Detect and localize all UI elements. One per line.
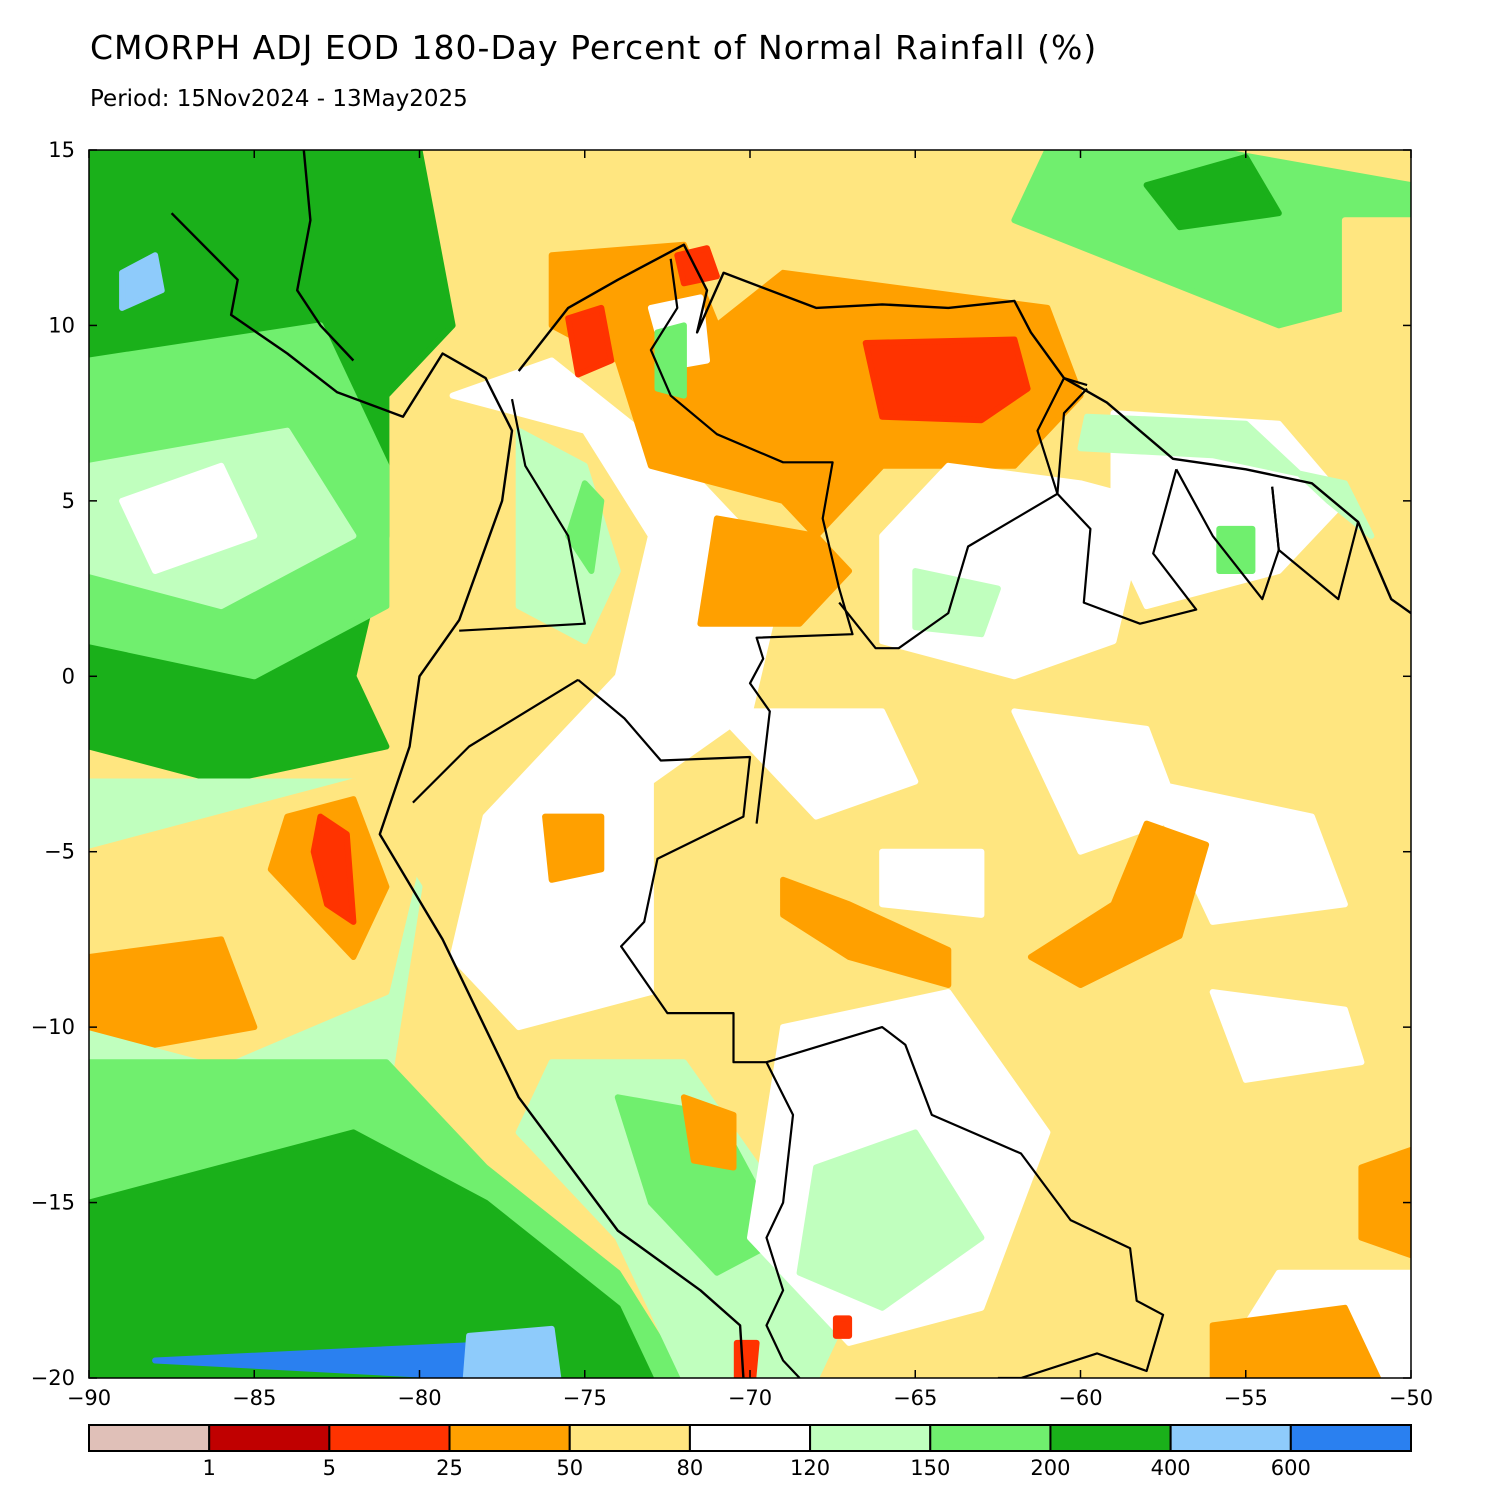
rainfall-region [1358,1146,1411,1259]
rainfall-region [152,1339,555,1378]
country-border [838,377,1088,650]
rainfall-region [89,936,258,1048]
rainfall-region [654,322,687,399]
rainfall-region [565,480,605,574]
y-tick-label: −10 [31,1015,75,1039]
colorbar-swatch [809,1424,932,1452]
colorbar-swatch [448,1424,571,1452]
colorbar-swatch [568,1424,691,1452]
coastline [296,150,355,362]
chart-title: CMORPH ADJ EOD 180-Day Percent of Normal… [90,28,1098,67]
colorbar: 1 5 25 50 80 120 150 200 400 600 [88,1424,1413,1480]
country-border [1056,387,1198,625]
rainfall-region [462,1325,562,1378]
rainfall-region [1209,989,1365,1083]
x-tick-label: −80 [397,1386,441,1410]
colorbar-swatch [688,1424,812,1452]
colorbar-swatch [328,1424,451,1452]
rainfall-region [862,336,1031,424]
colorbar-swatch [88,1424,211,1452]
rainfall-region [733,1339,760,1378]
colorbar-swatch [929,1424,1052,1452]
colorbar-swatch [1169,1424,1292,1452]
colorbar-label: 80 [677,1456,704,1480]
rainfall-region [310,813,357,925]
colorbar-label: 600 [1271,1456,1311,1480]
colorbar-label: 1 [202,1456,215,1480]
colorbar-label: 150 [910,1456,950,1480]
x-tick-label: −65 [893,1386,937,1410]
x-tick-label: −50 [1389,1386,1433,1410]
rainfall-region [565,304,615,378]
rainfall-region [1209,1304,1381,1378]
country-border [459,398,586,632]
rainfall-region [1341,217,1411,364]
rainfall-region [119,462,258,574]
rainfall-region [879,848,985,918]
y-tick-label: −15 [31,1191,75,1215]
rainfall-region [1216,525,1256,574]
x-tick-label: −85 [232,1386,276,1410]
rainfall-region [542,813,605,883]
map-axes: −90 −85 −80 −75 −70 −65 −60 −55 −50 15 10 5 0 −5 −10 −1… [31,138,1433,1410]
country-border [577,678,801,1378]
coastline [170,212,745,1378]
rainfall-region [1027,820,1210,988]
x-tick-label: −70 [728,1386,772,1410]
rainfall-region [449,357,787,1031]
chart-subtitle: Period: 15Nov2024 - 13May2025 [90,86,468,112]
country-border [766,1025,1165,1378]
colorbar-label: 120 [790,1456,830,1480]
colorbar-label: 50 [556,1456,583,1480]
y-tick-label: 15 [48,138,75,162]
rainfall-region [674,245,720,287]
rainfall-region [1077,413,1375,539]
colorbar-label: 25 [436,1456,463,1480]
y-tick-label: −20 [31,1366,75,1390]
x-tick-label: −60 [1058,1386,1102,1410]
country-border [412,678,579,804]
rainfall-regions [89,150,1411,1378]
colorbar-swatch [1289,1424,1413,1452]
coastline-layer [170,150,1411,1378]
y-tick-label: 10 [48,313,75,337]
rainfall-region [1143,154,1282,231]
y-tick-label: 0 [62,664,75,688]
rainfall-region [832,1315,853,1339]
colorbar-swatch [1049,1424,1172,1452]
x-tick-label: −90 [67,1386,111,1410]
y-tick-label: −5 [44,840,75,864]
rainfall-region [119,252,165,311]
coastline [517,243,1411,615]
country-border [649,258,854,824]
country-border [1271,486,1360,601]
rainfall-region [780,876,952,988]
colorbar-label: 5 [323,1456,336,1480]
x-tick-label: −55 [1224,1386,1268,1410]
x-tick-label: −75 [563,1386,607,1410]
y-tick-label: 5 [62,489,75,513]
rainfall-region [89,1129,654,1378]
rainfall-region [912,568,1001,638]
colorbar-swatch [208,1424,331,1452]
rainfall-region [680,1094,737,1171]
colorbar-label: 400 [1151,1456,1191,1480]
rainfall-region [796,1129,985,1311]
colorbar-label: 200 [1030,1456,1070,1480]
